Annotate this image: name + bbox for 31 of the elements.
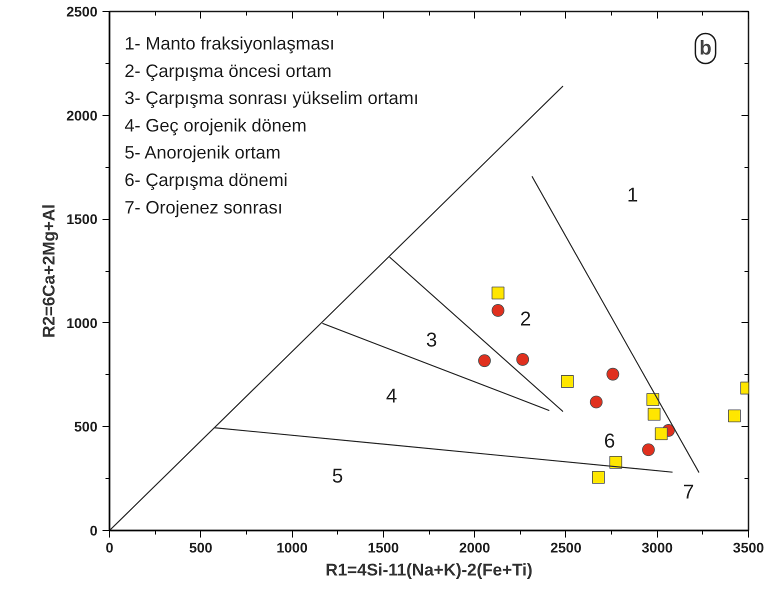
- annotation: 2- Çarpışma öncesi ortam: [124, 60, 332, 81]
- y-axis-title: R2=6Ca+2Mg+Al: [39, 204, 58, 338]
- x-tick-label: 3000: [642, 540, 673, 556]
- annotation: 7- Orojenez sonrası: [124, 197, 283, 218]
- annotation: 5: [332, 466, 344, 488]
- y-tick-label: 2500: [66, 4, 98, 20]
- y-tick-label: 1000: [66, 314, 98, 331]
- x-tick-label: 3500: [732, 540, 764, 556]
- x-tick-label: 1500: [368, 540, 400, 556]
- annotation: 6- Çarpışma dönemi: [124, 170, 288, 190]
- y-tick-label: 1500: [66, 211, 98, 228]
- annotation: 1: [626, 184, 638, 206]
- x-axis-title: R1=4Si-11(Na+K)-2(Fe+Ti): [325, 560, 533, 580]
- annotation: 4: [386, 386, 398, 408]
- annotation: 5- Anorojenik ortam: [124, 142, 281, 163]
- annotation: 3: [426, 330, 438, 352]
- text: b: [699, 38, 712, 60]
- annotation: 6: [604, 430, 616, 452]
- annotation: 2: [520, 308, 532, 330]
- annotation: 4- Geç orojenik dönem: [124, 115, 307, 136]
- y-tick-label: 500: [74, 418, 98, 435]
- annotation: 7: [682, 482, 694, 504]
- x-tick-label: 2000: [459, 540, 490, 556]
- x-tick-label: 0: [106, 540, 114, 556]
- x-tick-label: 2500: [550, 540, 582, 556]
- x-tick-label: 1000: [276, 540, 308, 556]
- y-tick-label: 2000: [66, 107, 98, 124]
- annotation: 3- Çarpışma sonrası yükselim ortamı: [124, 88, 419, 108]
- annotation: 1- Manto fraksiyonlaşması: [124, 34, 335, 54]
- x-tick-label: 500: [189, 540, 213, 556]
- y-tick-label: 0: [90, 522, 98, 538]
